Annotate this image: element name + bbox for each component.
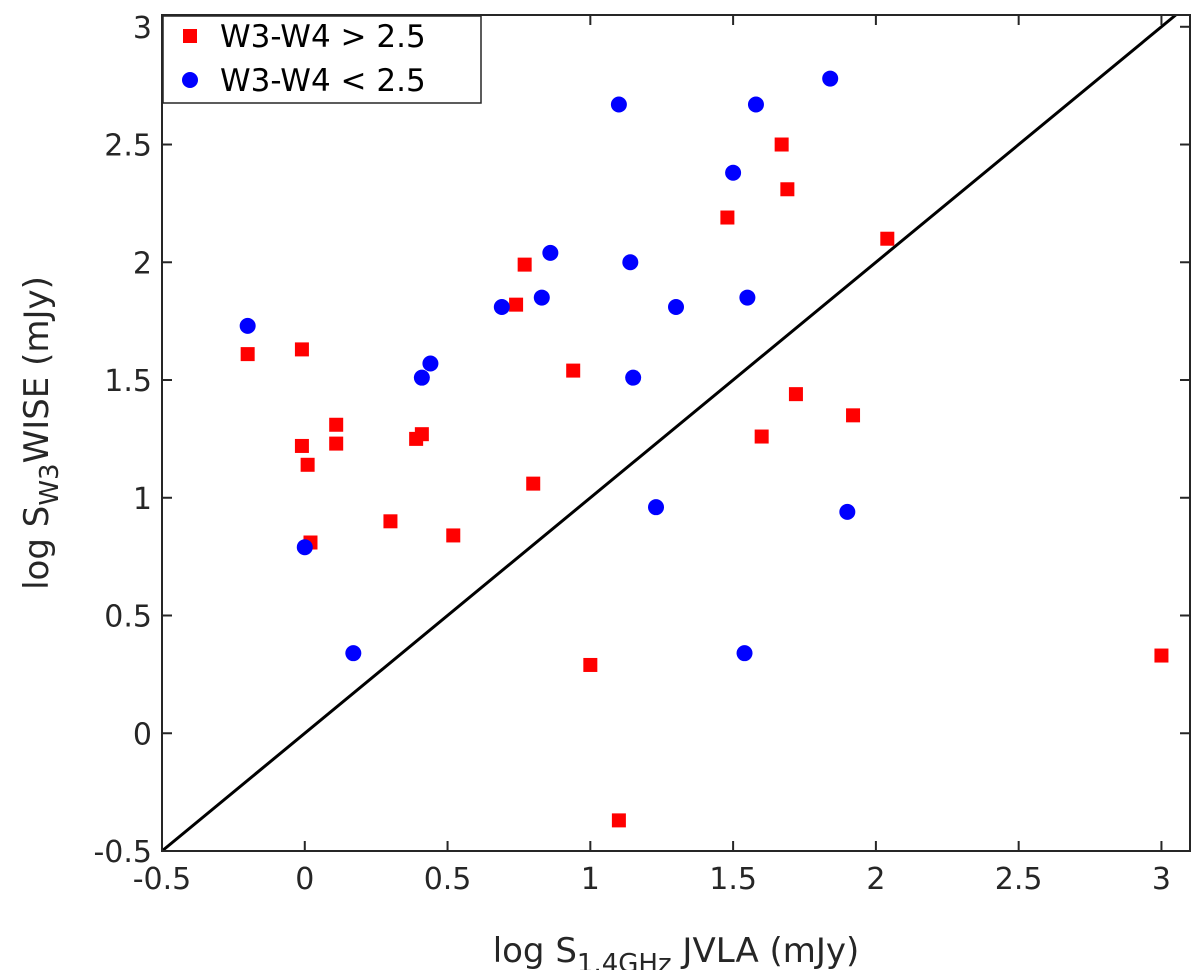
legend-square-marker xyxy=(183,29,197,43)
data-point-circle xyxy=(648,499,665,516)
legend-label-high: W3-W4 > 2.5 xyxy=(220,19,426,55)
y-tick-label: 2 xyxy=(133,246,152,281)
data-point-circle xyxy=(610,96,627,113)
data-point-square xyxy=(240,347,255,362)
data-point-square xyxy=(414,427,429,442)
data-point-circle xyxy=(736,645,753,662)
data-point-circle xyxy=(542,244,559,261)
data-point-square xyxy=(294,438,309,453)
data-point-square xyxy=(880,231,895,246)
x-axis-title: log S1.4GHz JVLA (mJy) xyxy=(493,931,860,970)
data-point-square xyxy=(509,297,524,312)
data-point-square xyxy=(329,436,344,451)
legend-circle-marker xyxy=(182,72,198,88)
y-tick-label: 0.5 xyxy=(104,600,152,635)
data-point-circle xyxy=(345,645,362,662)
data-point-square xyxy=(329,417,344,432)
data-points xyxy=(239,70,1169,828)
data-point-circle xyxy=(493,299,510,316)
data-point-square xyxy=(517,257,532,272)
y-tick-label: 2.5 xyxy=(104,129,152,164)
data-point-circle xyxy=(747,96,764,113)
data-point-circle xyxy=(622,254,639,271)
data-point-circle xyxy=(296,539,313,556)
x-tick-label: 1 xyxy=(581,862,600,897)
legend-box xyxy=(162,15,482,104)
x-tick-label: 3 xyxy=(1152,862,1171,897)
plot-background xyxy=(162,15,1190,851)
data-point-square xyxy=(754,429,769,444)
x-tick-label: 1.5 xyxy=(709,862,757,897)
data-point-circle xyxy=(725,164,742,181)
axis-ticks: -0.5 0 0.5 1 1.5 2 2.5 3 -0.5 0 0.5 1 1.5 2 2.5 3 xyxy=(93,11,1190,897)
x-tick-label: 0 xyxy=(295,862,314,897)
data-point-square xyxy=(294,342,309,357)
data-point-square xyxy=(300,457,315,472)
data-point-circle xyxy=(839,503,856,520)
data-point-circle xyxy=(625,369,642,386)
data-point-square xyxy=(583,657,598,672)
x-tick-label: 0.5 xyxy=(424,862,472,897)
data-point-square xyxy=(774,137,789,152)
y-axis-title: log SW3WISE (mJy) xyxy=(17,276,65,590)
data-point-circle xyxy=(422,355,439,372)
legend-label-low: W3-W4 < 2.5 xyxy=(220,63,426,99)
x-tick-label: -0.5 xyxy=(133,862,192,897)
data-point-circle xyxy=(668,299,684,316)
one-to-one-line xyxy=(161,13,1177,853)
x-tick-label: 2 xyxy=(866,862,885,897)
data-point-square xyxy=(720,210,735,225)
data-point-square xyxy=(780,182,795,197)
y-tick-label: 0 xyxy=(133,717,152,752)
y-tick-label: 1.5 xyxy=(104,364,152,399)
data-point-square xyxy=(1154,648,1169,663)
data-point-circle xyxy=(739,289,756,306)
data-point-circle xyxy=(239,317,256,334)
data-point-circle xyxy=(822,70,839,87)
y-tick-label: 1 xyxy=(133,482,152,517)
data-point-circle xyxy=(533,289,550,306)
data-point-square xyxy=(846,408,861,423)
data-point-square xyxy=(788,387,803,402)
y-tick-label: -0.5 xyxy=(93,835,152,870)
legend: W3-W4 > 2.5 W3-W4 < 2.5 xyxy=(162,15,482,104)
data-point-square xyxy=(383,514,398,529)
data-point-square xyxy=(611,813,626,828)
data-point-circle xyxy=(413,369,430,386)
plot-frame xyxy=(161,14,1191,852)
data-point-square xyxy=(526,476,541,491)
data-point-square xyxy=(446,528,461,543)
data-point-square xyxy=(566,363,581,378)
y-tick-label: 3 xyxy=(133,11,152,46)
x-tick-label: 2.5 xyxy=(995,862,1043,897)
